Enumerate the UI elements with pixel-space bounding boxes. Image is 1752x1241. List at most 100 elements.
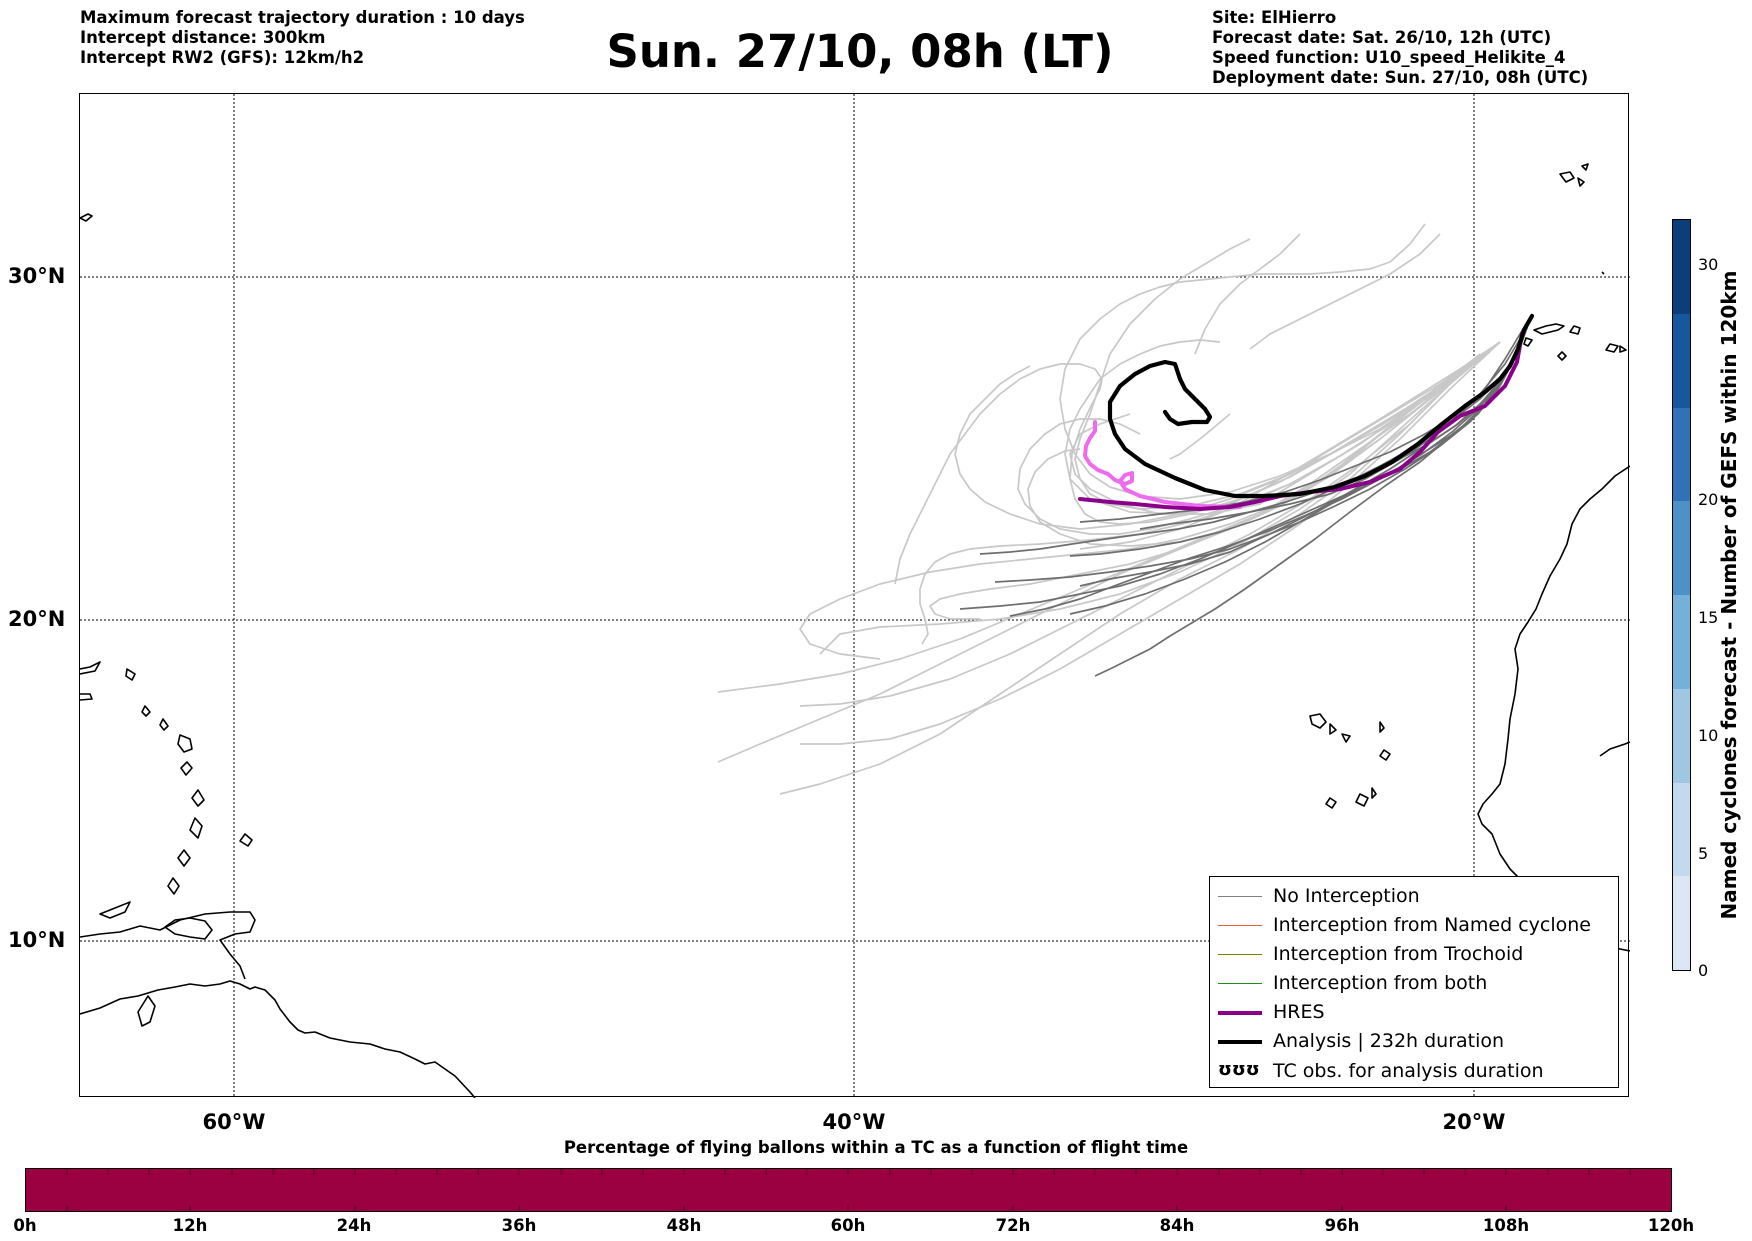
header-line-speed-function: Speed function: U10_speed_Helikite_4 xyxy=(1212,48,1566,67)
flight-time-bar xyxy=(25,1168,1672,1212)
cyclone-colorbar xyxy=(1672,219,1691,971)
cbar-tick-10: 10 xyxy=(1698,726,1719,745)
coast-cape-verde-3 xyxy=(1341,733,1351,743)
legend-swatch-both xyxy=(1218,983,1262,984)
hbar-tick-72h: 72h xyxy=(995,1216,1031,1235)
coast-antilles-7 xyxy=(239,833,253,847)
ensemble-light xyxy=(717,223,1501,795)
cbar-seg-7 xyxy=(1673,220,1690,314)
coast-cape-verde-5 xyxy=(1379,749,1391,761)
hres-track xyxy=(1078,332,1524,511)
legend-label-both: Interception from both xyxy=(1273,972,1488,994)
legend-label-no-interception: No Interception xyxy=(1273,885,1420,907)
cbar-seg-3 xyxy=(1673,595,1690,689)
coast-azores-2 xyxy=(1581,163,1589,171)
legend-item-no-interception: No Interception xyxy=(1210,883,1618,911)
traj-dark-10 xyxy=(979,313,1533,555)
tc-symbol-icon: ʊʊʊ xyxy=(1218,1059,1260,1080)
header-line-distance: Intercept distance: 300km xyxy=(80,28,326,47)
coast-venezuela-east xyxy=(80,911,256,980)
traj-light-2 xyxy=(717,341,1501,693)
coast-canary-4 xyxy=(1523,337,1533,347)
legend-item-analysis: Analysis | 232h duration xyxy=(1210,1028,1618,1056)
coast-canary-2 xyxy=(1605,343,1619,353)
cbar-tick-15: 15 xyxy=(1698,608,1719,627)
header-line-intercept: Intercept RW2 (GFS): 12km/h2 xyxy=(80,48,365,67)
cbar-seg-4 xyxy=(1673,501,1690,595)
header-line-site: Site: ElHierro xyxy=(1212,8,1337,27)
hbar-tick-24h: 24h xyxy=(336,1216,372,1235)
traj-light-19 xyxy=(1169,413,1231,460)
coast-canary-1 xyxy=(1533,323,1565,335)
cbar-tick-5: 5 xyxy=(1698,844,1709,863)
cbar-seg-5 xyxy=(1673,407,1690,502)
coast-island-a xyxy=(137,995,156,1027)
cbar-seg-0 xyxy=(1673,876,1690,970)
coast-cape-verde-7 xyxy=(1325,797,1337,809)
ensemble-dark xyxy=(959,313,1533,677)
page-title: Sun. 27/10, 08h (LT) xyxy=(606,25,1114,78)
hbar-tick-60h: 60h xyxy=(830,1216,866,1235)
traj-light-18 xyxy=(954,355,1481,530)
coast-antilles-11 xyxy=(141,705,151,717)
coast-canary-3 xyxy=(1569,325,1581,335)
traj-light-7 xyxy=(800,341,1501,745)
coast-antilles-3 xyxy=(191,789,205,807)
analysis-track xyxy=(1107,313,1535,499)
coast-madeira xyxy=(1557,351,1567,361)
coast-antilles-1 xyxy=(177,734,193,753)
coast-antilles-6 xyxy=(167,877,180,895)
coast-cape-verde-8 xyxy=(1371,787,1377,799)
cbar-seg-6 xyxy=(1673,313,1690,408)
hbar-tick-12h: 12h xyxy=(172,1216,208,1235)
legend-swatch-analysis xyxy=(1218,1040,1262,1044)
traj-dark-5 xyxy=(1069,313,1533,615)
coast-africa-bump xyxy=(1599,741,1630,757)
flight-time-bar-ticks xyxy=(66,1169,1631,1211)
coast-azores-3 xyxy=(1577,177,1585,187)
legend-label-analysis: Analysis | 232h duration xyxy=(1273,1030,1505,1052)
legend-label-trochoid: Interception from Trochoid xyxy=(1273,943,1524,965)
traj-dark-3 xyxy=(1069,313,1533,557)
map-legend: No Interception Interception from Named … xyxy=(1209,876,1619,1088)
traj-light-21 xyxy=(1249,233,1441,350)
cbar-seg-2 xyxy=(1673,688,1690,783)
header-info-right: Site: ElHierro Forecast date: Sat. 26/10… xyxy=(1212,8,1588,88)
cbar-tick-30: 30 xyxy=(1698,255,1719,274)
traj-light-14 xyxy=(929,358,1481,620)
coast-canary-5 xyxy=(1619,345,1627,353)
hbar-tick-84h: 84h xyxy=(1159,1216,1195,1235)
coast-south-america xyxy=(80,980,476,1098)
legend-swatch-trochoid xyxy=(1218,954,1262,955)
coast-antilles-8 xyxy=(80,661,101,675)
legend-label-tc-obs: TC obs. for analysis duration xyxy=(1273,1060,1544,1082)
hres-track-early xyxy=(1083,420,1242,509)
traj-dark-8 xyxy=(959,313,1533,610)
traj-light-16 xyxy=(1027,355,1481,547)
trajectory-map[interactable] xyxy=(79,93,1630,1098)
lon-label-20w: 20°W xyxy=(1442,1110,1506,1134)
lat-label-30n: 30°N xyxy=(8,264,66,288)
header-info-left: Maximum forecast trajectory duration : 1… xyxy=(80,8,525,68)
lat-label-10n: 10°N xyxy=(8,928,66,952)
lon-label-60w: 60°W xyxy=(202,1110,266,1134)
cbar-title-text: Named cyclones forecast - Number of GEFS… xyxy=(1717,270,1741,920)
traj-light-12 xyxy=(1059,223,1481,500)
legend-item-tc-obs: ʊʊʊ TC obs. for analysis duration xyxy=(1210,1058,1618,1086)
traj-light-17 xyxy=(919,349,1491,645)
traj-light-11 xyxy=(1074,238,1491,510)
cbar-seg-1 xyxy=(1673,782,1690,877)
legend-label-hres: HRES xyxy=(1273,1001,1325,1023)
hbar-tick-0h: 0h xyxy=(13,1216,37,1235)
header-line-duration: Maximum forecast trajectory duration : 1… xyxy=(80,8,525,27)
legend-swatch-named-cyclone xyxy=(1218,925,1262,926)
cbar-tick-20: 20 xyxy=(1698,490,1719,509)
coast-cape-verde-4 xyxy=(1379,721,1385,733)
header-line-deployment-date: Deployment date: Sun. 27/10, 08h (UTC) xyxy=(1212,68,1589,87)
legend-item-both: Interception from both xyxy=(1210,970,1618,998)
legend-item-trochoid: Interception from Trochoid xyxy=(1210,941,1618,969)
coast-antilles-5 xyxy=(177,849,191,867)
traj-light-20 xyxy=(1194,233,1301,355)
traj-light-4 xyxy=(779,341,1501,795)
legend-label-named-cyclone: Interception from Named cyclone xyxy=(1273,914,1591,936)
